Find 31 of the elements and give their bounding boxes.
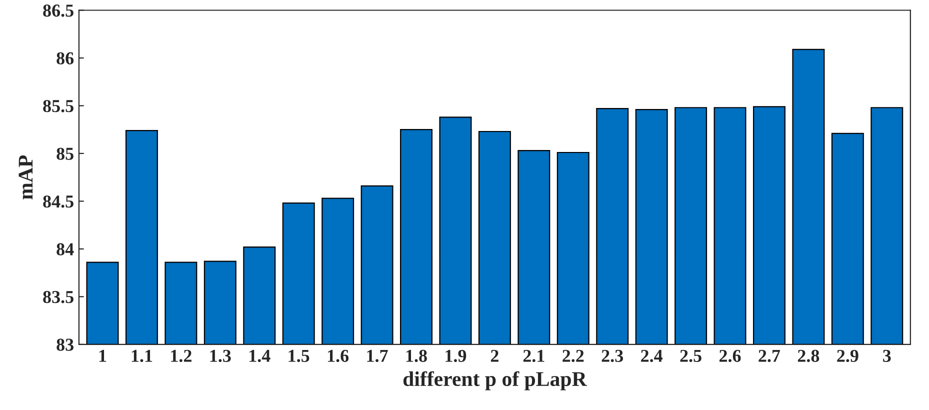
y-tick-label: 85 <box>56 148 74 160</box>
x-tick-label: 1.8 <box>406 350 427 362</box>
y-tick-label: 86.5 <box>43 4 74 17</box>
x-tick-label: 1.2 <box>171 350 192 362</box>
x-tick-label: 1.6 <box>328 350 349 362</box>
x-tick-label: 2.9 <box>837 350 858 362</box>
y-tick-label: 84 <box>56 243 74 256</box>
x-tick-label: 1.1 <box>132 350 152 362</box>
x-tick-label: 2.7 <box>758 350 780 362</box>
x-tick-label: 1.7 <box>367 350 388 362</box>
x-tick-label: 1 <box>99 350 106 362</box>
x-tick-label: 2.8 <box>798 350 820 362</box>
x-tick-label: 2.5 <box>680 350 702 362</box>
x-tick-label: 2.4 <box>641 350 663 362</box>
y-tick-label: 85.5 <box>43 100 74 112</box>
y-tick-label: 83.5 <box>43 290 74 304</box>
x-tick-label: 2.1 <box>523 350 544 362</box>
x-tick-label: 1.5 <box>288 350 310 362</box>
x-tick-label: 2.3 <box>602 350 624 362</box>
x-tick-label: 1.4 <box>250 350 270 362</box>
x-tick-label: 2.2 <box>562 350 584 362</box>
x-tick-label: 2 <box>490 350 498 362</box>
y-tick-label: 83 <box>56 338 74 351</box>
x-axis-title: different p of pLapR <box>403 371 587 390</box>
y-tick-label: 84.5 <box>43 195 74 208</box>
y-axis-title: mAP <box>18 155 33 200</box>
y-tick-label: 86 <box>56 52 74 64</box>
x-tick-label: 1.9 <box>446 350 466 362</box>
x-tick-label: 1.3 <box>210 350 231 362</box>
x-tick-label: 3 <box>883 350 891 362</box>
x-tick-label: 2.6 <box>719 350 741 362</box>
